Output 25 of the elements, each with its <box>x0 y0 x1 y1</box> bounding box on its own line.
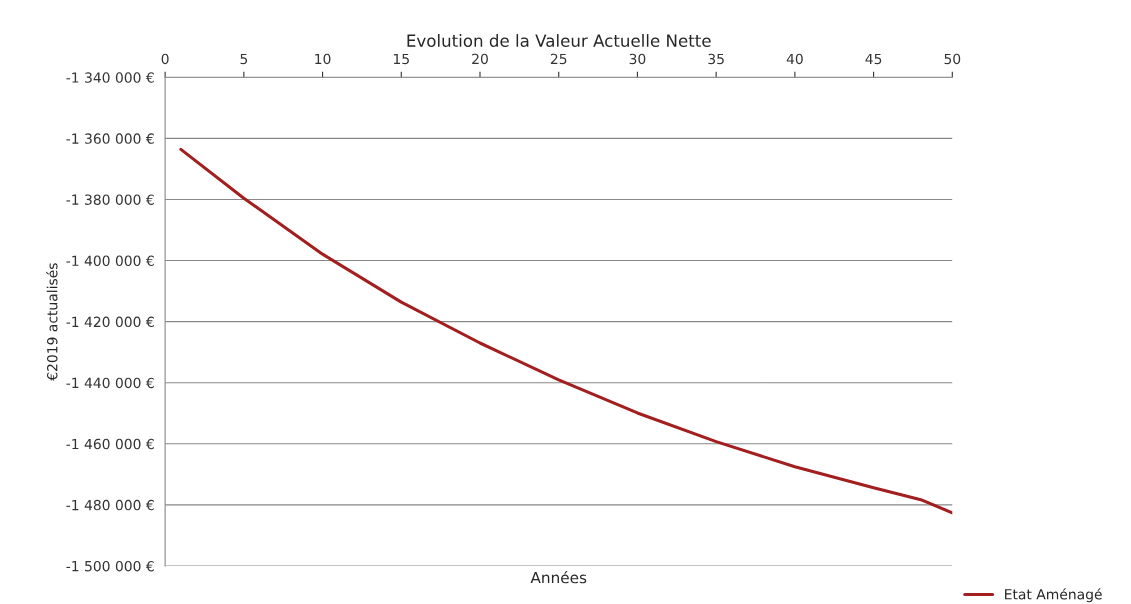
x-tick-label: 25 <box>550 53 567 65</box>
y-tick-label: -1 460 000 € <box>66 438 154 450</box>
line-series <box>179 147 953 515</box>
y-tick-label: -1 340 000 € <box>66 72 154 83</box>
x-tick-label: 10 <box>315 53 331 65</box>
x-tick-label: 20 <box>472 53 488 65</box>
x-tick-label: 0 <box>161 53 169 65</box>
x-tick-label: 15 <box>393 53 409 65</box>
x-tick-label: 40 <box>786 53 803 65</box>
y-tick-label: -1 360 000 € <box>66 133 154 144</box>
y-tick-label: -1 420 000 € <box>66 316 154 328</box>
chart-title: Evolution de la Valeur Actuelle Nette <box>407 34 711 47</box>
y-axis-title: €2019 actualisés <box>46 263 58 381</box>
y-tick-label: -1 500 000 € <box>66 560 154 572</box>
y-tick-label: -1 400 000 € <box>66 255 154 267</box>
x-tick-label: 5 <box>240 53 248 65</box>
x-axis-title: Années <box>530 570 587 584</box>
y-tick-label: -1 380 000 € <box>66 194 154 205</box>
y-tick-label: -1 480 000 € <box>66 499 154 511</box>
x-tick-label: 50 <box>944 53 961 65</box>
x-tick-label: 45 <box>865 53 882 65</box>
x-tick-label: 30 <box>629 53 646 65</box>
y-tick-label: -1 440 000 € <box>66 377 154 389</box>
legend-label: Etat Aménagé <box>1005 588 1102 603</box>
x-tick-label: 35 <box>708 53 724 65</box>
